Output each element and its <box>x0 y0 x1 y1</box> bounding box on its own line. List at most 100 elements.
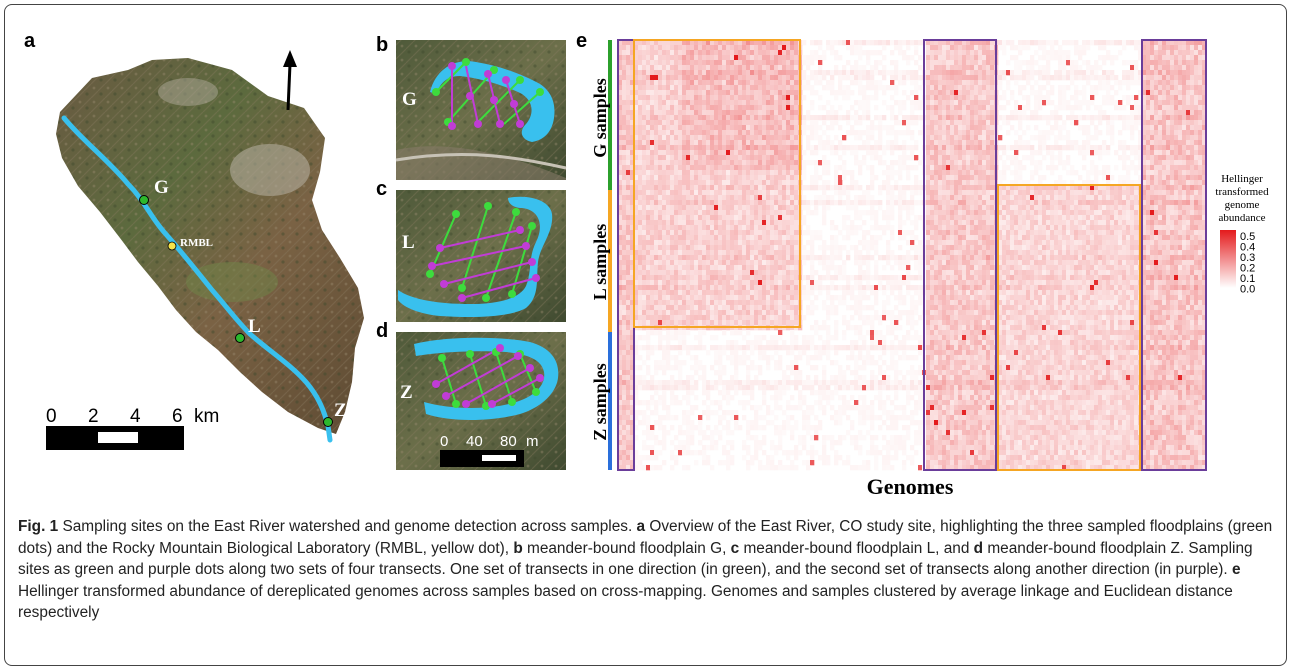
heatmap-cell <box>642 115 647 121</box>
heatmap-cell <box>1018 215 1023 221</box>
heatmap-cell <box>1178 220 1183 226</box>
heatmap-cell <box>826 110 831 116</box>
heatmap-cell <box>1158 190 1163 196</box>
heatmap-cell <box>1106 180 1111 186</box>
heatmap-cell <box>858 215 863 221</box>
heatmap-cell <box>1198 45 1203 51</box>
heatmap-cell <box>1146 110 1151 116</box>
heatmap-cell <box>1014 110 1019 116</box>
heatmap-cell <box>1182 170 1187 176</box>
heatmap-cell <box>1182 105 1187 111</box>
heatmap-cell <box>914 105 919 111</box>
heatmap-cell <box>866 230 871 236</box>
heatmap-cell <box>1082 115 1087 121</box>
heatmap-cell <box>1142 145 1147 151</box>
heatmap-cell <box>946 215 951 221</box>
heatmap-cell <box>810 75 815 81</box>
heatmap-cell <box>742 220 747 226</box>
heatmap-cell <box>850 200 855 206</box>
heatmap-cell <box>654 130 659 136</box>
heatmap-cell <box>934 135 939 141</box>
heatmap-cell <box>774 145 779 151</box>
heatmap-cell <box>910 70 915 76</box>
heatmap-cell <box>1202 170 1207 176</box>
heatmap-cell <box>1130 135 1135 141</box>
heatmap-cell <box>858 210 863 216</box>
heatmap-cell <box>662 110 667 116</box>
heatmap-cell <box>746 95 751 101</box>
heatmap-cell <box>746 190 751 196</box>
heatmap-cell <box>846 130 851 136</box>
heatmap-cell <box>686 70 691 76</box>
heatmap-cell <box>1050 185 1055 191</box>
heatmap-cell <box>722 90 727 96</box>
heatmap-cell <box>778 160 783 166</box>
heatmap-cell <box>1170 120 1175 126</box>
heatmap-cell <box>786 40 791 46</box>
heatmap-cell <box>1098 55 1103 61</box>
heatmap-cell <box>886 185 891 191</box>
heatmap-cell <box>630 60 635 66</box>
heatmap-cell <box>1042 55 1047 61</box>
heatmap-cell <box>662 115 667 121</box>
heatmap-cell <box>970 105 975 111</box>
heatmap-cell <box>990 95 995 101</box>
heatmap-cell <box>1034 100 1039 106</box>
heatmap-cell <box>1046 185 1051 191</box>
heatmap-cell <box>742 140 747 146</box>
heatmap-cell <box>750 235 755 241</box>
heatmap-cell <box>990 165 995 171</box>
heatmap-cell <box>1178 60 1183 66</box>
heatmap-cell <box>654 170 659 176</box>
heatmap-cell <box>970 235 975 241</box>
heatmap-cell <box>1162 140 1167 146</box>
heatmap-cell <box>822 75 827 81</box>
heatmap-cell <box>1042 220 1047 226</box>
heatmap-cell <box>778 155 783 161</box>
heatmap-cell <box>1110 175 1115 181</box>
heatmap-cell <box>1150 185 1155 191</box>
heatmap-cell <box>1078 70 1083 76</box>
heatmap-cell <box>1190 120 1195 126</box>
heatmap-cell <box>1082 95 1087 101</box>
heatmap-cell <box>758 185 763 191</box>
heatmap-cell <box>726 50 731 56</box>
heatmap-cell <box>1018 195 1023 201</box>
heatmap-cell <box>790 215 795 221</box>
heatmap-cell <box>750 110 755 116</box>
heatmap-cell <box>890 225 895 231</box>
heatmap-cell <box>946 205 951 211</box>
heatmap-cell <box>670 100 675 106</box>
heatmap-cell <box>966 70 971 76</box>
heatmap-cell <box>670 130 675 136</box>
heatmap-cell <box>682 105 687 111</box>
heatmap-cell <box>730 220 735 226</box>
heatmap-cell <box>934 205 939 211</box>
heatmap-cell <box>714 175 719 181</box>
heatmap-cell <box>882 55 887 61</box>
heatmap-cell <box>818 140 823 146</box>
heatmap-cell <box>746 40 751 46</box>
heatmap-cell <box>642 145 647 151</box>
heatmap-cell <box>1070 205 1075 211</box>
heatmap-cell <box>942 235 947 241</box>
heatmap-cell <box>814 55 819 61</box>
heatmap-cell <box>706 150 711 156</box>
heatmap-cell <box>930 55 935 61</box>
heatmap-cell <box>766 110 771 116</box>
heatmap-cell <box>710 180 715 186</box>
heatmap-cell <box>982 95 987 101</box>
heatmap-cell <box>866 145 871 151</box>
heatmap-cell <box>714 45 719 51</box>
heatmap-cell <box>878 120 883 126</box>
heatmap-cell <box>1194 165 1199 171</box>
heatmap-cell <box>870 165 875 171</box>
heatmap-cell <box>990 175 995 181</box>
heatmap-cell <box>1142 210 1147 216</box>
heatmap-cell <box>718 140 723 146</box>
heatmap-cell <box>1106 195 1111 201</box>
heatmap-cell <box>658 130 663 136</box>
heatmap-cell <box>710 120 715 126</box>
heatmap-cell <box>646 90 651 96</box>
heatmap-cell <box>894 45 899 51</box>
